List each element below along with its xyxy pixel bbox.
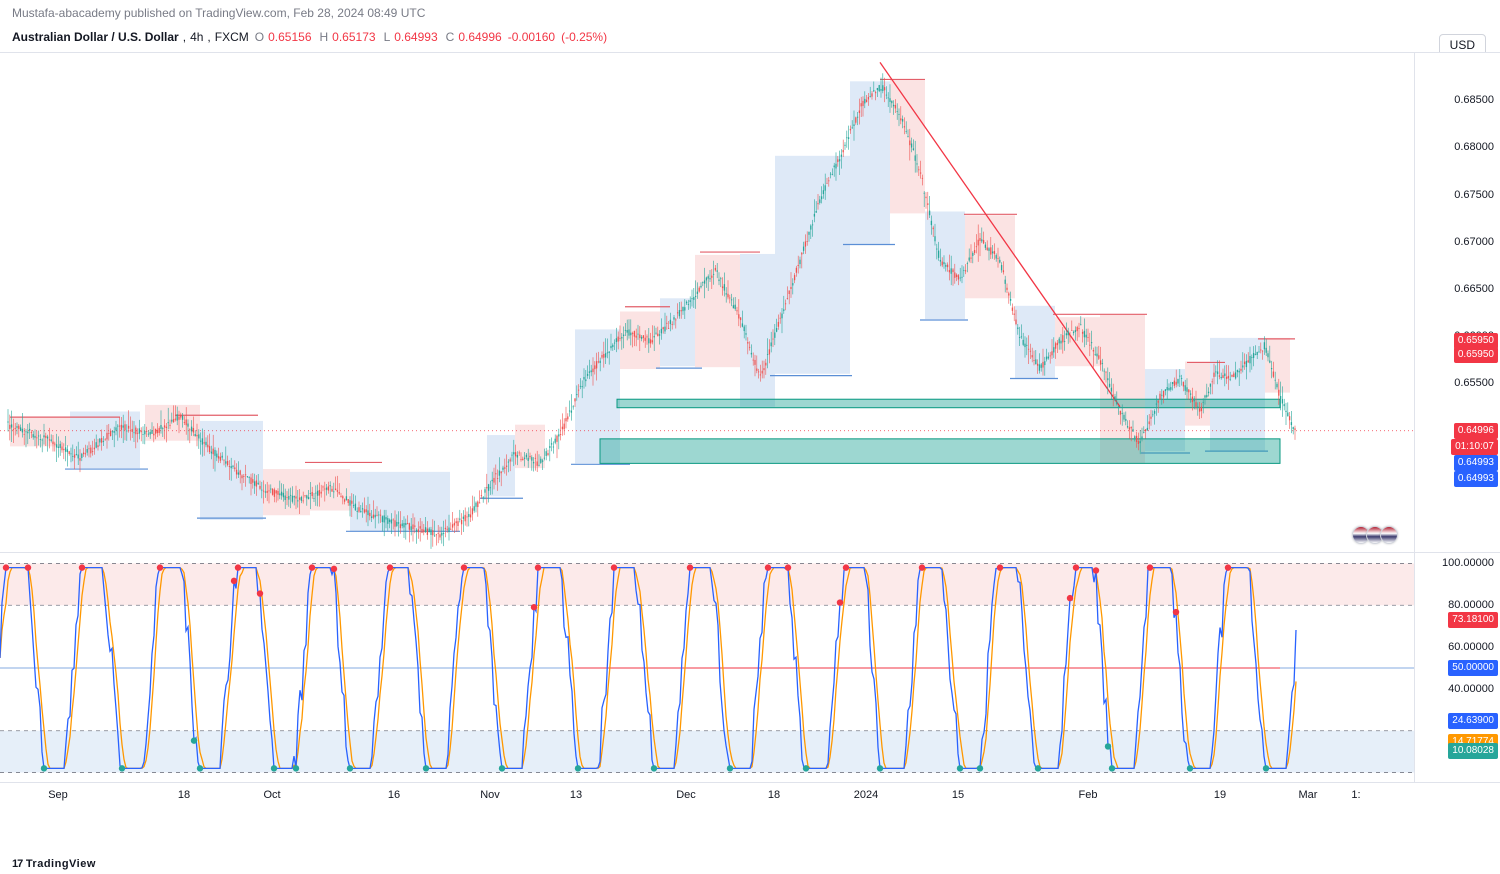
open-value: 0.65156 bbox=[268, 30, 311, 44]
close-label: C bbox=[446, 30, 455, 44]
osc-tick: 40.00000 bbox=[1448, 683, 1494, 695]
time-tick: Nov bbox=[480, 789, 500, 801]
low-label: L bbox=[384, 30, 391, 44]
high-label: H bbox=[320, 30, 329, 44]
price-badge: 0.64993 bbox=[1454, 471, 1498, 487]
price-badge: 0.64993 bbox=[1454, 455, 1498, 471]
osc-tick: 100.00000 bbox=[1442, 557, 1494, 569]
time-tick: 2024 bbox=[854, 789, 878, 801]
price-tick: 0.68500 bbox=[1454, 94, 1494, 106]
osc-badge: 10.08028 bbox=[1448, 743, 1498, 759]
close-value: 0.64996 bbox=[458, 30, 501, 44]
osc-tick: 80.00000 bbox=[1448, 599, 1494, 611]
time-tick: 16 bbox=[388, 789, 400, 801]
time-tick: Oct bbox=[263, 789, 280, 801]
tradingview-logo[interactable]: 17 TradingView bbox=[12, 858, 96, 870]
low-value: 0.64993 bbox=[394, 30, 437, 44]
event-flags[interactable] bbox=[1356, 526, 1398, 544]
interval[interactable]: 4h bbox=[190, 30, 203, 44]
osc-tick: 60.00000 bbox=[1448, 641, 1494, 653]
time-tick: 18 bbox=[768, 789, 780, 801]
change-value: -0.00160 bbox=[508, 30, 555, 44]
price-tick: 0.68000 bbox=[1454, 141, 1494, 153]
price-badge: 0.64996 bbox=[1454, 423, 1498, 439]
time-tick: Sep bbox=[48, 789, 68, 801]
time-tick: 1: bbox=[1351, 789, 1360, 801]
price-badge: 01:10:07 bbox=[1451, 439, 1498, 455]
oscillator-chart[interactable]: 100.00000 80.00000 60.00000 40.00000 73.1810… bbox=[0, 552, 1500, 782]
osc-badge: 50.00000 bbox=[1448, 660, 1498, 676]
price-tick: 0.65500 bbox=[1454, 377, 1494, 389]
price-tick: 0.66500 bbox=[1454, 283, 1494, 295]
time-axis[interactable]: Sep 18 Oct 16 Nov 13 Dec 18 2024 15 Feb 19 Mar 1: bbox=[0, 782, 1500, 822]
main-price-chart[interactable]: 0.685000.680000.675000.670000.665000.660… bbox=[0, 52, 1500, 552]
time-tick: 13 bbox=[570, 789, 582, 801]
publish-header: Mustafa-abacademy published on TradingVi… bbox=[0, 0, 1500, 26]
time-tick: Dec bbox=[676, 789, 696, 801]
flag-icon[interactable] bbox=[1380, 526, 1398, 544]
time-tick: 18 bbox=[178, 789, 190, 801]
oscillator-axis[interactable]: 100.00000 80.00000 60.00000 40.00000 73.1810… bbox=[1414, 553, 1500, 782]
price-tick: 0.67000 bbox=[1454, 236, 1494, 248]
price-badge: 0.65950 bbox=[1454, 347, 1498, 363]
price-tick: 0.67500 bbox=[1454, 189, 1494, 201]
time-tick: 15 bbox=[952, 789, 964, 801]
symbol-name[interactable]: Australian Dollar / U.S. Dollar bbox=[12, 30, 179, 44]
ohlc-bar: Australian Dollar / U.S. Dollar , 4h , F… bbox=[0, 26, 1500, 52]
open-label: O bbox=[255, 30, 264, 44]
exchange: FXCM bbox=[215, 30, 249, 44]
time-tick: Mar bbox=[1299, 789, 1318, 801]
price-axis[interactable]: 0.685000.680000.675000.670000.665000.660… bbox=[1414, 53, 1500, 552]
osc-badge: 24.63900 bbox=[1448, 713, 1498, 729]
high-value: 0.65173 bbox=[332, 30, 375, 44]
time-tick: 19 bbox=[1214, 789, 1226, 801]
osc-badge: 73.18100 bbox=[1448, 612, 1498, 628]
change-pct: (-0.25%) bbox=[561, 30, 607, 44]
time-tick: Feb bbox=[1079, 789, 1098, 801]
publisher-text: Mustafa-abacademy published on TradingVi… bbox=[12, 6, 425, 20]
